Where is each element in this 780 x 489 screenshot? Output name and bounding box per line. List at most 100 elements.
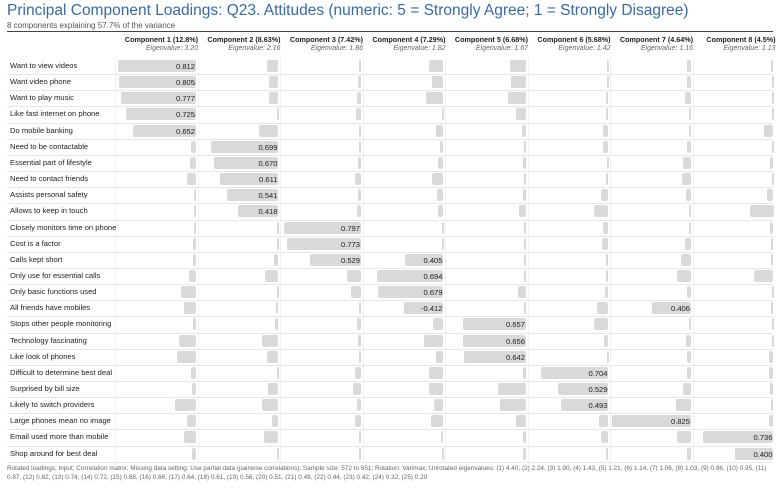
loading-bar <box>404 253 444 266</box>
loading-bar <box>687 60 691 72</box>
loading-bar <box>358 189 361 202</box>
column-gridline <box>115 57 116 462</box>
row-label: Assists personal safety <box>10 190 88 200</box>
loading-bar <box>768 366 774 379</box>
loading-bar <box>771 76 774 89</box>
loading-bar <box>358 334 361 347</box>
loading-bar <box>437 156 444 169</box>
loading-bar <box>605 253 609 266</box>
loading-value: 0.736 <box>753 433 773 443</box>
row-label: Email used more than mobile <box>10 432 109 442</box>
loading-bar <box>516 415 526 428</box>
loading-bar <box>605 108 609 121</box>
loading-bar <box>770 302 774 315</box>
loading-bar <box>187 415 196 428</box>
loading-bar <box>594 205 609 218</box>
loading-bar <box>524 140 526 153</box>
row-label: Large phones mean no image <box>10 416 111 426</box>
row-separator <box>7 429 773 431</box>
loading-value: 0.670 <box>258 158 278 168</box>
loading-bar <box>524 221 526 234</box>
loading-value: 0.652 <box>175 126 195 136</box>
loading-bar <box>219 173 279 186</box>
row-label: Need to be contactable <box>10 141 89 151</box>
loading-bar <box>357 205 361 218</box>
loading-bar <box>683 156 691 169</box>
row-separator <box>7 397 773 399</box>
loading-value: 0.529 <box>588 385 608 394</box>
row-label: Only basic functions used <box>10 287 97 297</box>
loading-bar <box>681 253 691 266</box>
component-header: Component 1 (12.8%) <box>124 35 198 44</box>
loading-bar <box>771 140 774 153</box>
loading-bar <box>769 156 774 169</box>
loading-bar <box>431 173 444 186</box>
loading-bar <box>749 205 774 218</box>
loading-value: 0.656 <box>505 336 525 346</box>
loading-bar <box>510 76 526 89</box>
row-separator <box>7 203 773 205</box>
loading-bar <box>682 173 691 186</box>
loading-bar <box>770 60 774 72</box>
component-header: Component 3 (7.42%) <box>289 35 363 44</box>
loading-bar <box>355 366 361 379</box>
loading-bar <box>265 269 279 282</box>
loading-bar <box>429 366 444 379</box>
loading-bar <box>433 399 444 412</box>
loading-bar <box>605 447 609 460</box>
loading-bar <box>652 302 691 315</box>
loading-bar <box>271 415 279 428</box>
loading-bar <box>310 253 361 266</box>
loading-bar <box>184 302 196 315</box>
row-separator <box>7 171 773 173</box>
loading-bar <box>600 189 609 202</box>
loading-bar <box>118 60 196 72</box>
loading-bar <box>687 76 691 89</box>
loading-bar <box>264 431 279 444</box>
loading-bar <box>689 221 691 234</box>
loading-bar <box>431 415 444 428</box>
loading-bar <box>604 286 609 299</box>
loading-bar <box>432 318 444 331</box>
loading-bar <box>238 205 279 218</box>
loading-bar <box>353 383 361 395</box>
loading-value: 0.611 <box>259 175 278 185</box>
loading-bar <box>598 415 609 428</box>
loading-bar <box>685 92 691 105</box>
loading-bar <box>359 350 361 363</box>
loading-bar <box>276 237 279 250</box>
loading-bar <box>540 366 609 379</box>
column-gridline <box>527 57 529 462</box>
loading-bar <box>268 76 279 89</box>
loading-value: 0.642 <box>505 352 525 362</box>
loading-bar <box>358 76 361 89</box>
loading-bar <box>194 205 196 218</box>
loading-bar <box>441 237 444 250</box>
loading-bar <box>771 173 774 186</box>
loading-bar <box>689 205 691 218</box>
loading-bar <box>768 350 774 363</box>
row-separator <box>7 251 773 253</box>
loading-bar <box>754 269 774 282</box>
loading-bar <box>192 383 196 395</box>
loading-bar <box>522 124 526 137</box>
loading-bar <box>768 415 774 428</box>
row-separator <box>7 300 773 302</box>
loading-bar <box>359 302 361 315</box>
column-gridline <box>280 57 281 462</box>
loading-bar <box>596 302 609 315</box>
loading-bar <box>190 156 196 169</box>
row-separator <box>7 364 773 366</box>
loading-bar <box>770 253 774 266</box>
row-separator <box>7 348 773 350</box>
loading-bar <box>273 253 279 266</box>
loading-bar <box>357 318 361 331</box>
loading-bar <box>424 334 444 347</box>
row-separator <box>7 122 773 124</box>
loading-bar <box>524 237 526 250</box>
row-label: Want to play music <box>10 93 74 103</box>
row-label: Only use for essential calls <box>10 270 101 280</box>
loading-bar <box>766 189 774 202</box>
row-separator <box>7 106 773 108</box>
loading-bar <box>435 124 444 137</box>
